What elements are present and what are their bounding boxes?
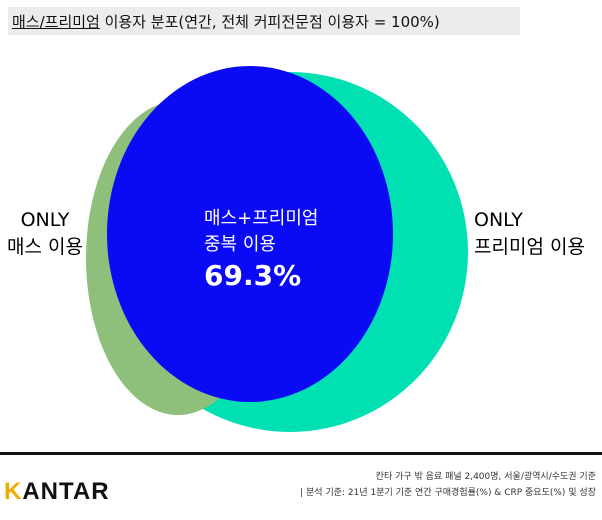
overlap-line1: 매스+프리미엄 bbox=[204, 208, 319, 229]
footnote-criteria: | 분석 기준: 21년 1분기 기준 연간 구매경험률(%) & CRP 중요… bbox=[300, 488, 596, 498]
mass-only-label: ONLY 매스 이용 bbox=[4, 207, 86, 261]
overlap-line2: 중복 이용 bbox=[204, 234, 276, 255]
overlap-label: 매스+프리미엄 중복 이용 69.3% bbox=[204, 206, 318, 294]
title-rest: 이용자 분포(연간, 전체 커피전문점 이용자 = 100%) bbox=[99, 13, 440, 31]
logo-rest: ANTAR bbox=[22, 478, 110, 505]
footnote-source: 칸타 가구 밖 음료 패널 2,400명, 서울/광역시/수도권 기준 bbox=[375, 472, 596, 482]
mass-only-line2: 매스 이용 bbox=[7, 236, 83, 258]
overlap-circle bbox=[107, 66, 393, 402]
chart-title: 매스/프리미엄 이용자 분포(연간, 전체 커피전문점 이용자 = 100%) bbox=[12, 11, 440, 32]
overlap-value: 69.3% bbox=[204, 259, 302, 292]
premium-only-line2: 프리미엄 이용 bbox=[474, 236, 585, 258]
title-bar bbox=[8, 7, 520, 35]
footer-divider bbox=[0, 452, 602, 455]
kantar-logo: KANTAR bbox=[4, 478, 110, 506]
premium-only-label: ONLY 프리미엄 이용 bbox=[474, 207, 602, 261]
mass-only-line1: ONLY bbox=[20, 209, 70, 231]
title-underlined: 매스/프리미엄 bbox=[12, 13, 100, 31]
logo-mark: K bbox=[4, 478, 23, 505]
premium-only-line1: ONLY bbox=[474, 209, 523, 231]
